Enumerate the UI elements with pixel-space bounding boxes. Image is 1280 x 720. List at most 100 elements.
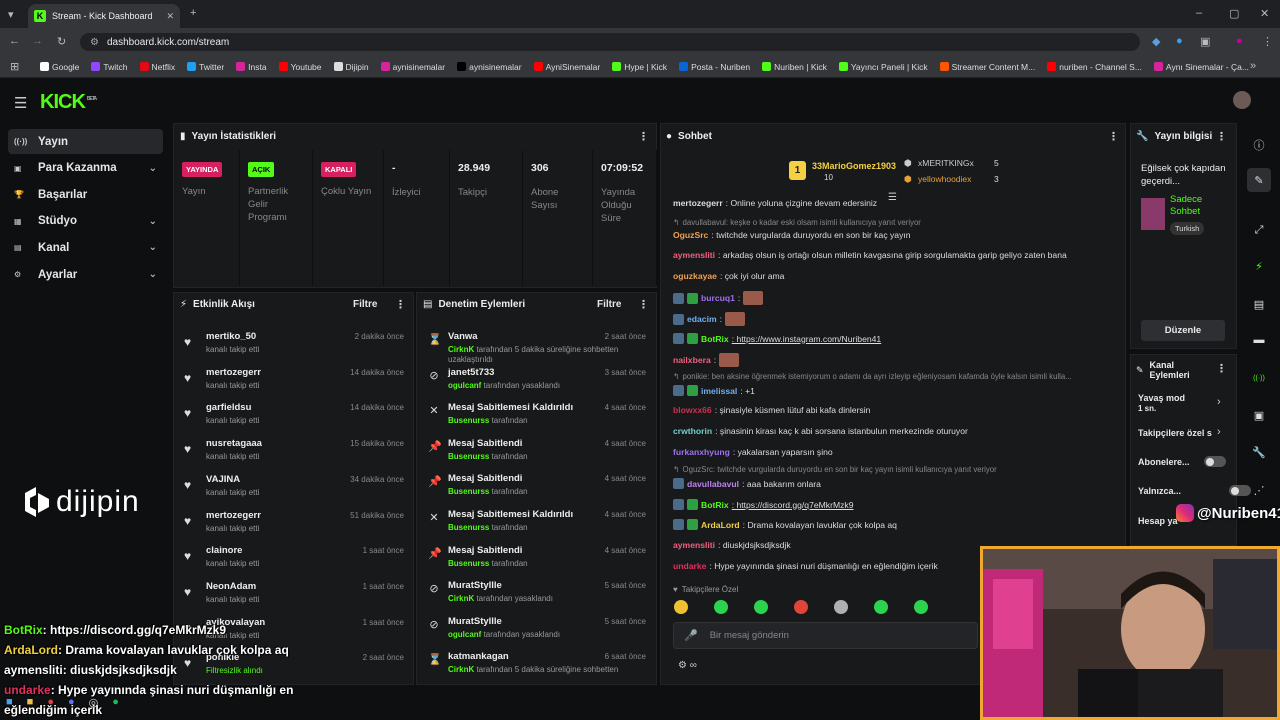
event-username[interactable]: mertozegerr <box>206 366 261 378</box>
quick-emote-icon[interactable] <box>794 600 808 614</box>
list-item[interactable]: ✕ Mesaj Sabitlemesi Kaldırıldı Busenurss t… <box>420 505 652 539</box>
apps-grid-icon[interactable]: ⊞ <box>10 61 20 73</box>
moderator-name[interactable]: Busenurss <box>448 523 490 532</box>
moderator-name[interactable]: Busenurss <box>448 451 490 461</box>
chat-username[interactable]: BotRix <box>701 499 729 510</box>
chat-icon[interactable]: ▬ <box>1253 334 1265 346</box>
event-username[interactable]: NeonAdam <box>206 580 257 592</box>
chat-username[interactable]: aymensliti <box>673 540 716 550</box>
kick-logo[interactable]: KICK BETA <box>40 91 97 113</box>
chat-username[interactable]: blowxx66 <box>673 405 712 415</box>
pencil-icon[interactable]: ✎ <box>1247 168 1271 192</box>
list-item[interactable]: ♥ garfieldsu kanalı takip etti 14 dakika ön… <box>178 398 410 432</box>
list-item[interactable]: 📌 Mesaj Sabitlendi Busenurss tarafından 4 s… <box>420 469 652 503</box>
events-menu-icon[interactable]: ⋮ <box>395 299 406 311</box>
bookmark-item[interactable]: Twitch <box>91 62 128 72</box>
top-gifter-1-name[interactable]: 33MarioGomez1903 <box>812 161 897 171</box>
quick-emote-icon[interactable] <box>914 600 928 614</box>
taskbar-browser-icon[interactable]: ● <box>47 696 54 708</box>
event-username[interactable]: clainore <box>206 545 243 557</box>
chat-settings-icon[interactable]: ⚙ ∞ <box>678 660 697 671</box>
chat-username[interactable]: nailxbera <box>673 355 711 365</box>
list-item[interactable]: ⊘ MuratStyllle ogulcanf tarafından yasakla… <box>420 612 652 646</box>
chevron-down-icon[interactable]: ⌄ <box>148 242 157 254</box>
list-item[interactable]: ♥ clainore kanalı takip etti 1 saat önce <box>178 541 410 575</box>
taskbar-obs-icon[interactable]: ◎ <box>88 697 99 709</box>
broadcast-icon[interactable]: ((·)) <box>1253 374 1265 382</box>
chat-username[interactable]: burcuq1 <box>701 293 735 303</box>
taskbar-discord-icon[interactable]: ● <box>67 696 75 708</box>
chat-username[interactable]: davullabavul <box>687 478 740 489</box>
bookmark-item[interactable]: Netflix <box>139 62 175 72</box>
chat-username[interactable]: mertozegerr <box>673 198 723 208</box>
tab-list-icon[interactable]: ▾ <box>8 9 14 21</box>
slow-mode-chevron-icon[interactable]: › <box>1217 396 1221 408</box>
chevron-down-icon[interactable]: ⌄ <box>148 269 157 280</box>
chevron-down-icon[interactable]: ⌄ <box>148 215 157 227</box>
taskbar-spotify-icon[interactable]: ● <box>112 696 119 708</box>
microphone-icon[interactable]: 🎤 <box>684 630 698 642</box>
layers-icon[interactable]: ▣ <box>1253 409 1265 422</box>
list-item[interactable]: ♥ mertozegerr kanalı takip etti 51 dakika ö… <box>178 506 410 540</box>
chat-username[interactable]: oguzkayae <box>673 271 717 281</box>
info-icon[interactable]: ⓘ <box>1253 140 1265 152</box>
browser-tab[interactable]: K Stream - Kick Dashboard ✕ <box>28 4 180 28</box>
list-item[interactable]: ♥ ayikovalayan kanalı takip etti 1 saat önc… <box>178 613 410 647</box>
bookmark-item[interactable]: Dijipin <box>333 62 369 72</box>
bookmark-item[interactable]: aynisinemalar <box>457 62 522 72</box>
extension-icon[interactable]: ● <box>1176 35 1183 47</box>
list-item[interactable]: ⊘ MuratStyllle CirknK tarafından yasakland… <box>420 576 652 610</box>
clipboard-icon[interactable]: ▤ <box>1253 298 1265 311</box>
bookmark-item[interactable]: nuriben - Channel S... <box>1047 62 1142 72</box>
bookmark-item[interactable]: Google <box>40 62 79 72</box>
sidebar-item-5[interactable]: ▤ Kanal ⌄ <box>8 235 163 260</box>
taskbar-app-icon[interactable]: ■ <box>6 696 13 708</box>
lightning-icon[interactable]: ⚡ <box>1255 260 1263 273</box>
event-username[interactable]: VAJINA <box>206 473 241 485</box>
site-info-icon[interactable]: ⚙ <box>90 36 99 48</box>
chat-username[interactable]: aymensliti <box>673 250 716 260</box>
chat-username[interactable]: imelissal <box>701 385 738 396</box>
hamburger-menu-icon[interactable]: ☰ <box>14 95 28 112</box>
chat-username[interactable]: OguzSrc <box>673 230 709 240</box>
moderation-filter-button[interactable]: Filtre <box>597 299 622 310</box>
followers-only-chevron-icon[interactable]: › <box>1217 426 1221 438</box>
sidebar-item-2[interactable]: ▣ Para Kazanma ⌄ <box>8 156 163 181</box>
chat-username[interactable]: ArdaLord <box>701 519 740 530</box>
bookmark-item[interactable]: Posta - Nuriben <box>679 62 750 72</box>
quick-emote-icon[interactable] <box>754 600 768 614</box>
avatar[interactable] <box>1233 91 1251 109</box>
sidebar-item-1[interactable]: ((·)) Yayın <box>8 129 163 154</box>
quick-emote-icon[interactable] <box>714 600 728 614</box>
window-close-icon[interactable]: ✕ <box>1260 8 1270 20</box>
chat-username[interactable]: furkanxhyung <box>673 447 730 457</box>
list-item[interactable]: ✕ Mesaj Sabitlemesi Kaldırıldı Busenurss t… <box>420 398 652 432</box>
maximize-icon[interactable]: ▢ <box>1229 8 1240 20</box>
moderator-name[interactable]: Busenurss <box>448 487 490 497</box>
more-bookmarks-icon[interactable]: » <box>1250 60 1257 72</box>
chat-input[interactable]: 🎤 Bir mesaj gönderin <box>673 622 978 649</box>
event-username[interactable]: ponikie <box>206 652 240 664</box>
event-username[interactable]: nusretagaaa <box>206 438 262 450</box>
list-item[interactable]: ♥ mertiko_50 kanalı takip etti 2 dakika önc… <box>178 327 410 361</box>
top-gifter-3-name[interactable]: yellowhoodiex <box>918 174 972 184</box>
pinned-toggle-icon[interactable]: ☰ <box>888 192 897 203</box>
back-icon[interactable]: ← <box>9 35 20 47</box>
sidebar-item-6[interactable]: ⚙ Ayarlar ⌄ <box>8 262 163 287</box>
bookmark-item[interactable]: Aynı Sinemalar - Ça... <box>1153 62 1249 72</box>
top-gifter-2-name[interactable]: xMERITKINGx <box>918 158 974 168</box>
followers-only-label[interactable]: Takipçilere özel s <box>1138 428 1212 438</box>
quick-emote-icon[interactable] <box>834 600 848 614</box>
reload-icon[interactable]: ↻ <box>57 36 67 48</box>
sidebar-item-3[interactable]: 🏆 Başarılar <box>8 182 163 207</box>
browser-menu-icon[interactable]: ⋮ <box>1262 36 1273 48</box>
category-link[interactable]: Sadece Sohbet <box>1170 194 1203 217</box>
events-filter-button[interactable]: Filtre <box>353 299 378 310</box>
edit-stream-button[interactable]: Düzenle <box>1141 320 1225 341</box>
moderator-name[interactable]: CirknK <box>448 665 475 675</box>
list-item[interactable]: 📌 Mesaj Sabitlendi Busenurss tarafından 4 s… <box>420 541 652 575</box>
bookmark-item[interactable]: AyniSinemalar <box>533 62 600 72</box>
chat-username[interactable]: crwthorin <box>673 426 713 436</box>
expand-icon[interactable]: ⤢ <box>1254 223 1264 236</box>
wrench-icon[interactable]: 🔧 <box>1252 446 1266 459</box>
